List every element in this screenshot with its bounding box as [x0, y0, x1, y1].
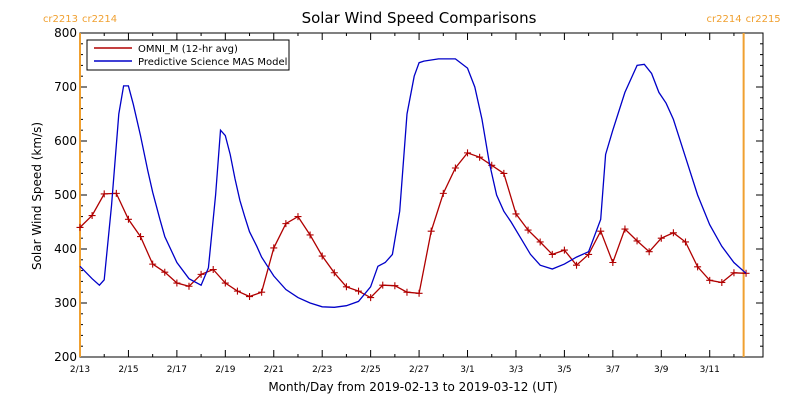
y-axis-label: Solar Wind Speed (km/s)	[30, 122, 44, 270]
data-point	[221, 279, 229, 287]
data-point	[464, 149, 472, 157]
x-tick-label: 2/15	[118, 365, 138, 375]
data-point	[209, 266, 217, 274]
legend: OMNI_M (12-hr avg) Predictive Science MA…	[86, 39, 290, 71]
x-tick-label: 3/3	[509, 365, 523, 375]
data-point	[76, 223, 84, 231]
data-point	[669, 229, 677, 237]
y-tick-label: 800	[54, 26, 77, 40]
y-tick-label: 500	[54, 188, 77, 202]
data-point	[609, 259, 617, 266]
series-line-0	[79, 152, 747, 299]
data-point	[197, 270, 205, 278]
data-point	[88, 212, 96, 220]
x-tick-label: 3/11	[700, 365, 720, 375]
data-point	[367, 294, 375, 302]
y-tick-label: 200	[54, 350, 77, 364]
data-point	[694, 263, 702, 271]
x-axis-label: Month/Day from 2019-02-13 to 2019-03-12 …	[268, 380, 557, 394]
data-point	[124, 215, 132, 223]
data-point	[258, 288, 266, 296]
data-point	[282, 220, 290, 228]
x-tick-label: 2/27	[409, 365, 429, 375]
y-tick-label: 400	[54, 242, 77, 256]
data-point	[294, 213, 302, 221]
chart-title: Solar Wind Speed Comparisons	[302, 9, 537, 27]
data-point	[403, 288, 411, 296]
data-point	[742, 269, 750, 277]
y-tick-label: 600	[54, 134, 77, 148]
data-point	[342, 283, 350, 291]
data-point	[427, 227, 435, 235]
data-point	[185, 282, 193, 290]
data-point	[500, 169, 508, 177]
carrington-label-right: cr2214	[82, 14, 117, 25]
x-tick-label: 3/9	[654, 365, 669, 375]
data-point	[706, 276, 714, 284]
x-tick-label: 2/21	[264, 365, 284, 375]
data-point	[391, 282, 399, 290]
x-tick-label: 2/13	[70, 365, 90, 375]
x-tick-label: 2/25	[361, 365, 381, 375]
y-tick-label: 300	[54, 296, 77, 310]
y-tick-label: 700	[54, 80, 77, 94]
data-point	[270, 244, 278, 252]
data-point	[379, 281, 387, 289]
data-point	[161, 268, 169, 276]
data-point	[451, 164, 459, 172]
data-point	[718, 278, 726, 286]
data-point	[560, 246, 568, 254]
legend-box	[86, 39, 290, 71]
data-point	[149, 260, 157, 268]
data-point	[536, 238, 544, 246]
legend-label-mas: Predictive Science MAS Model	[138, 57, 287, 68]
data-point	[306, 231, 314, 239]
data-point	[355, 287, 363, 295]
x-tick-label: 3/5	[557, 365, 571, 375]
data-point	[730, 269, 738, 277]
carrington-label-left: cr2213	[43, 14, 78, 25]
data-point	[657, 234, 665, 242]
data-point	[415, 289, 423, 297]
series-line-1	[79, 58, 747, 308]
data-point	[476, 153, 484, 161]
x-tick-label: 2/23	[312, 365, 332, 375]
data-point	[233, 287, 241, 295]
legend-label-omni: OMNI_M (12-hr avg)	[138, 44, 238, 55]
data-point	[439, 189, 447, 197]
x-tick-label: 2/19	[215, 365, 235, 375]
carrington-label-left: cr2214	[707, 14, 742, 25]
data-point	[524, 226, 532, 234]
data-point	[137, 233, 145, 241]
data-point	[597, 227, 605, 235]
data-point	[681, 238, 689, 246]
x-tick-label: 3/7	[606, 365, 620, 375]
x-tick-label: 2/17	[167, 365, 187, 375]
data-point	[645, 248, 653, 256]
data-point	[246, 293, 254, 301]
data-point	[330, 269, 338, 277]
plot-layer: 200 300 400 500 600 700 800 2/13 2/15 2/17 2/19 2/2…	[43, 14, 781, 375]
data-point	[633, 237, 641, 245]
data-point	[621, 225, 629, 233]
data-point	[100, 190, 108, 198]
data-point	[318, 252, 326, 260]
data-point	[112, 189, 120, 197]
data-point	[173, 279, 181, 287]
data-point	[573, 261, 581, 269]
x-tick-label: 3/1	[460, 365, 474, 375]
data-point	[512, 210, 520, 218]
data-point	[548, 250, 556, 258]
carrington-label-right: cr2215	[746, 14, 781, 25]
